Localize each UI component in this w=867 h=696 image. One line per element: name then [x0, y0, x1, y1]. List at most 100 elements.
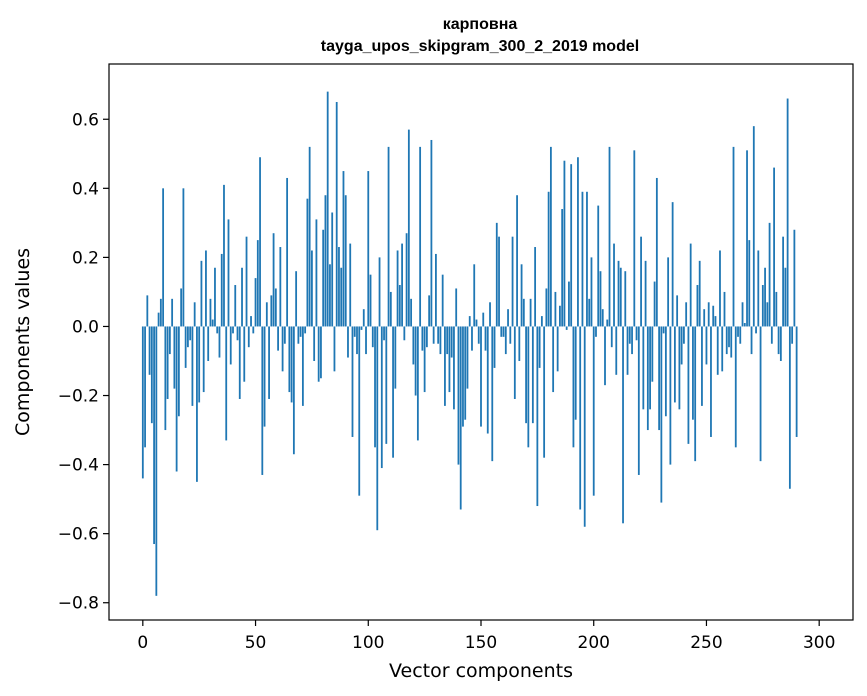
bar: [545, 288, 548, 327]
bar: [486, 326, 489, 434]
bars-group: [141, 91, 798, 596]
bar: [768, 222, 771, 327]
bar: [414, 326, 417, 396]
bar: [392, 326, 394, 458]
bar: [750, 326, 753, 355]
bar: [764, 267, 766, 327]
bar: [658, 326, 661, 431]
bar: [475, 319, 478, 327]
bar: [572, 326, 575, 448]
bar: [157, 312, 160, 327]
bar: [685, 302, 688, 327]
bar: [198, 326, 201, 403]
bar: [540, 316, 543, 327]
bar: [245, 236, 248, 327]
bar: [563, 160, 566, 327]
bar: [500, 326, 503, 337]
bar: [292, 326, 295, 455]
bar: [238, 326, 241, 399]
bar: [491, 326, 494, 462]
x-axis-label: Vector components: [389, 660, 573, 682]
x-axis-ticks: 0 50 100 150 200 250 300: [137, 620, 835, 653]
bar: [683, 326, 685, 344]
bar: [484, 326, 487, 351]
bar: [570, 164, 573, 327]
bar: [144, 326, 146, 448]
bar: [586, 191, 588, 327]
bar: [732, 146, 735, 327]
bar: [757, 250, 760, 327]
bar: [274, 288, 277, 327]
bar: [349, 243, 352, 327]
y-tick-label: 0.0: [72, 317, 99, 337]
bar: [680, 326, 683, 365]
bar: [150, 326, 153, 424]
bar: [466, 326, 469, 389]
x-tick-label: 0: [137, 633, 148, 653]
bar: [365, 326, 367, 355]
bar: [788, 326, 791, 489]
bar: [538, 326, 541, 368]
bar: [311, 250, 313, 327]
bar: [432, 326, 435, 344]
bar: [554, 291, 557, 327]
bar: [493, 326, 496, 368]
bar: [306, 198, 309, 327]
bar: [511, 236, 514, 327]
bar: [315, 219, 318, 327]
bar: [664, 326, 667, 417]
bar: [385, 326, 388, 444]
bar: [214, 267, 216, 327]
bar: [597, 205, 600, 327]
bar: [669, 326, 672, 465]
bar: [412, 326, 415, 365]
plot-frame: [108, 63, 854, 621]
bar: [295, 271, 298, 327]
bar: [223, 184, 225, 327]
bar: [568, 281, 570, 327]
bar: [588, 298, 591, 327]
bar: [642, 326, 645, 410]
y-tick-label: −0.8: [58, 594, 99, 614]
bar: [559, 305, 561, 327]
bar: [624, 271, 627, 327]
bar: [338, 247, 340, 327]
bar: [243, 326, 246, 382]
x-tick-label: 150: [465, 633, 497, 653]
bar: [689, 243, 692, 327]
bar: [739, 326, 742, 344]
bar: [448, 326, 451, 393]
bar: [405, 233, 408, 327]
bar: [701, 326, 703, 406]
bar: [579, 326, 582, 510]
bar: [536, 326, 539, 507]
bar: [378, 257, 381, 327]
bar: [193, 302, 196, 327]
bar: [389, 291, 392, 327]
bar: [202, 326, 205, 393]
bar: [782, 236, 785, 327]
bar: [326, 91, 329, 327]
bar: [728, 326, 730, 348]
bar: [561, 209, 564, 327]
bar: [383, 326, 385, 341]
bar: [313, 326, 316, 361]
bar: [189, 326, 192, 341]
bar: [719, 250, 721, 327]
bar: [247, 326, 250, 348]
bar: [766, 302, 769, 327]
bar: [655, 177, 658, 327]
bar: [184, 326, 187, 368]
bar: [369, 274, 372, 327]
bar: [254, 278, 257, 327]
bar: [692, 326, 694, 420]
bar: [166, 326, 169, 399]
bar: [552, 326, 555, 393]
y-axis-label: Components values: [12, 248, 34, 436]
chart-title: карповна: [443, 16, 518, 33]
bar: [268, 326, 270, 399]
bar: [516, 195, 518, 327]
bar: [182, 188, 185, 327]
bar: [606, 319, 609, 327]
